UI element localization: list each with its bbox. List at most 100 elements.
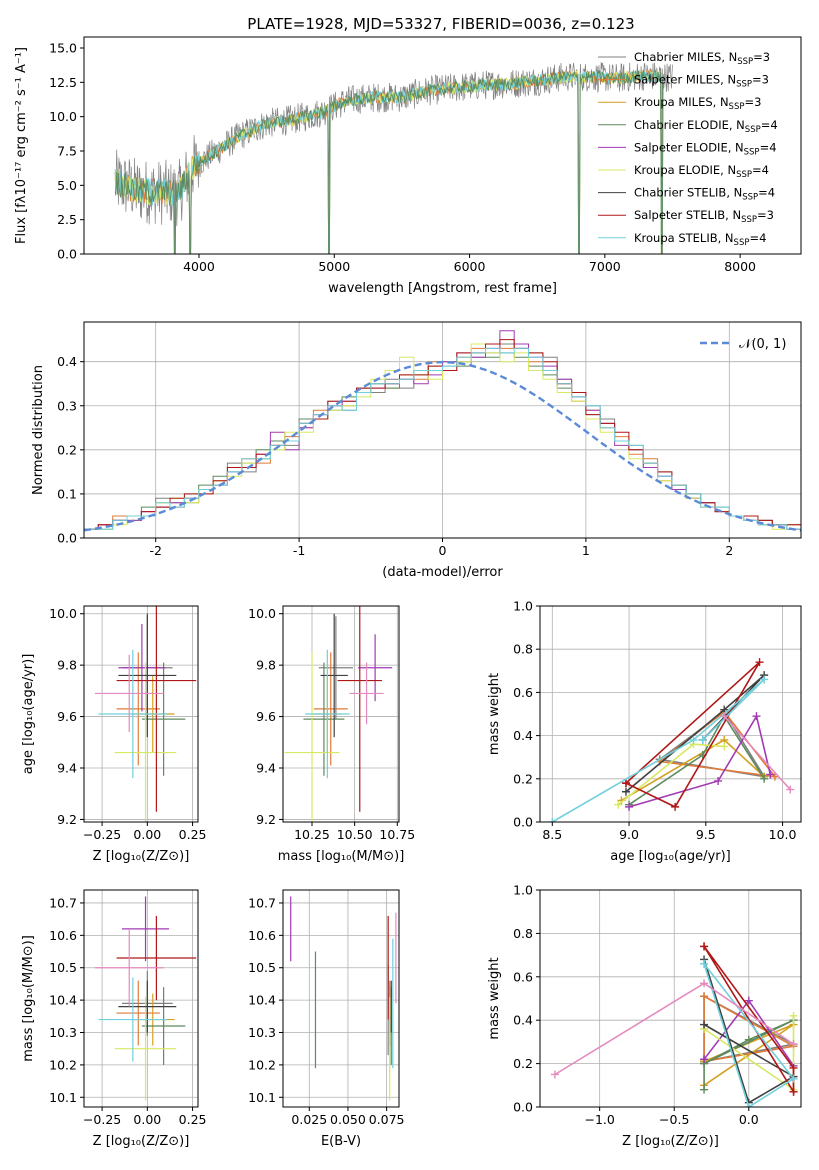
y-tick-label: 0.3 [57, 398, 77, 413]
errorbar-point [94, 654, 164, 732]
legend-label-main: Kroupa STELIB, N [634, 231, 734, 245]
weight-marker [789, 1074, 798, 1083]
legend-label-main: Salpeter STELIB, N [634, 208, 741, 222]
legend-label-sub: SSP [741, 215, 757, 225]
y-tick-label: 7.5 [57, 143, 77, 158]
legend-label-tail: =3 [757, 208, 774, 222]
weight-marker [550, 1070, 559, 1079]
x-tick-label: 4000 [183, 259, 215, 274]
legend-label-tail: =4 [749, 231, 766, 245]
legend-label-sub: SSP [734, 238, 750, 248]
x-axis-label: Z [log₁₀(Z/Z⊙)] [93, 849, 190, 864]
weight-marker [786, 785, 795, 794]
weight-marker [621, 787, 630, 796]
errorbar-point [122, 896, 170, 962]
legend-label: Salpeter MILES, NSSP=3 [634, 73, 769, 90]
normal-curve [84, 360, 801, 532]
y-tick-label: 0.6 [513, 969, 533, 984]
plot-area-weight_vs_z [550, 942, 798, 1107]
weight-series-line [551, 678, 765, 822]
errorbar-point [118, 980, 177, 1033]
y-tick-label: 0.1 [57, 486, 77, 501]
x-tick-label: 10.50 [337, 827, 373, 842]
y-tick-label: 10.7 [248, 895, 276, 910]
x-axis-label: Z [log₁₀(Z/Z⊙)] [93, 1134, 190, 1149]
legend-label-sub: SSP [737, 57, 753, 67]
x-tick-label: 2 [725, 543, 733, 558]
legend-label-sub: SSP [744, 147, 760, 157]
panel-age_vs_z: −0.25 0.00 0.25 9.2 9.4 9.6 9.8 10.0 Z [log₁₀(Z/… [21, 605, 206, 864]
x-axis-label: (data-model)/error [382, 565, 503, 580]
y-axis-label: mass weight [487, 957, 502, 1039]
panel-spectrum: 4000 5000 6000 7000 8000 0.0 2.5 5.0 7.5 10.0 12.5… [14, 36, 802, 296]
legend-label-tail: =4 [758, 186, 775, 200]
y-tick-label: 9.2 [256, 812, 276, 827]
legend-label-main: Chabrier STELIB, N [634, 186, 742, 200]
y-tick-label: 10.1 [49, 1090, 77, 1105]
weight-marker [720, 712, 729, 721]
plot-area-age_vs_z [94, 606, 197, 822]
legend-label-tail: =3 [744, 95, 761, 109]
y-tick-label: 10.4 [248, 993, 276, 1008]
panel-age_vs_mass: 10.25 10.50 10.75 9.2 9.4 9.6 9.8 10.0 mass [log… [248, 605, 415, 864]
weight-marker [700, 1085, 709, 1094]
weight-series-line [723, 715, 791, 791]
plot-area-residuals [84, 330, 801, 532]
plot-area-mass_vs_ebv [290, 896, 397, 1101]
x-tick-label: 0.025 [291, 1112, 327, 1127]
legend-label-main: Salpeter ELODIE, N [634, 140, 744, 154]
errorbar-point [118, 624, 166, 712]
legend-label-sub: SSP [742, 193, 758, 203]
weight-marker [789, 1040, 798, 1049]
legend-label-tail: =4 [760, 140, 777, 154]
y-tick-label: 0.0 [57, 531, 77, 546]
legend-label-tail: =4 [752, 163, 769, 177]
panel-mass_vs_z: −0.25 0.00 0.25 10.1 10.2 10.3 10.4 10.5 10.6 10.… [21, 889, 207, 1149]
errorbar-point [303, 662, 345, 776]
weight-marker [755, 658, 764, 667]
panel-weight_vs_age: 8.5 9.0 9.5 10.0 0.0 0.2 0.4 0.6 0.8 1.0 age [log₁… [487, 599, 802, 864]
y-tick-label: 0.6 [513, 685, 533, 700]
y-tick-label: 0.0 [513, 815, 533, 830]
weight-marker [789, 1011, 798, 1020]
y-tick-label: 10.6 [248, 928, 276, 943]
x-tick-label: 0.25 [179, 1112, 207, 1127]
x-tick-label: 1 [582, 543, 590, 558]
y-tick-label: 9.4 [256, 761, 276, 776]
errorbar-point [118, 613, 177, 738]
y-tick-label: 10.0 [248, 606, 276, 621]
errorbar-point [337, 606, 382, 812]
weight-marker [548, 818, 557, 822]
axes-frame [539, 605, 802, 823]
x-tick-label: 8000 [724, 259, 756, 274]
legend-label: Salpeter ELODIE, NSSP=4 [634, 140, 777, 157]
y-tick-label: 0.8 [513, 926, 533, 941]
panel-weight_vs_z: −1.0 −0.5 0.0 0.0 0.2 0.4 0.6 0.8 1.0 Z [log₁₀(Z/… [487, 883, 802, 1149]
weight-marker [671, 802, 680, 811]
errorbar-point [141, 662, 186, 776]
y-tick-label: 5.0 [57, 178, 77, 193]
weight-marker [760, 774, 769, 783]
y-tick-label: 10.7 [49, 895, 77, 910]
x-tick-label: 8.5 [542, 827, 562, 842]
weight-marker [700, 959, 709, 968]
weight-marker [744, 996, 753, 1005]
x-tick-label: 10.75 [379, 827, 415, 842]
legend-label-tail: =3 [753, 50, 770, 64]
legend-label: Chabrier STELIB, NSSP=4 [634, 186, 775, 203]
x-tick-label: 0.050 [330, 1112, 366, 1127]
axes-frame [282, 605, 400, 823]
weight-series-line [703, 963, 795, 1107]
y-tick-label: 10.2 [49, 1057, 77, 1072]
errorbar-point [358, 634, 393, 702]
legend-label-main: Chabrier ELODIE, N [634, 118, 745, 132]
axes-frame [539, 889, 802, 1108]
legend-label: Chabrier MILES, NSSP=3 [634, 50, 770, 67]
axes-frame [83, 889, 199, 1108]
x-axis-label: E(B-V) [321, 1134, 361, 1149]
legend-label-tail: =3 [752, 73, 769, 87]
legend-label-normal: 𝒩(0, 1) [739, 337, 786, 352]
y-tick-label: 10.0 [49, 109, 77, 124]
legend-label-sub: SSP [736, 170, 752, 180]
x-tick-label: 0.075 [369, 1112, 405, 1127]
